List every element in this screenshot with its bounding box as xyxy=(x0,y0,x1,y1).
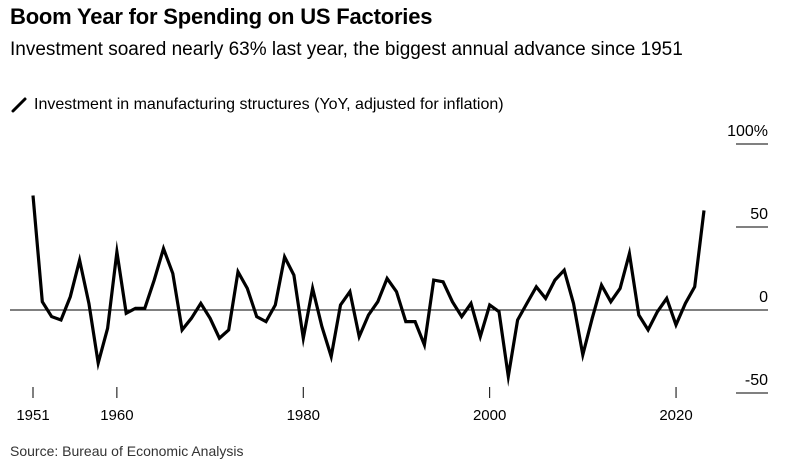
y-tick-label-2: 0 xyxy=(759,289,768,306)
chart-subtitle: Investment soared nearly 63% last year, … xyxy=(10,39,683,60)
x-tick-label-1: 1960 xyxy=(100,407,133,424)
source-note: Source: Bureau of Economic Analysis xyxy=(10,443,244,459)
x-tick-label-0: 1951 xyxy=(16,407,49,424)
y-tick-label-3: -50 xyxy=(745,372,768,389)
series-line-0 xyxy=(31,195,706,387)
x-tick-label-2: 1980 xyxy=(287,407,320,424)
y-tick-label-1: 50 xyxy=(750,206,768,223)
x-tick-label-4: 2020 xyxy=(659,407,692,424)
x-tick-label-3: 2000 xyxy=(473,407,506,424)
legend: Investment in manufacturing structures (… xyxy=(10,96,504,114)
y-tick-label-0: 100% xyxy=(727,123,768,140)
diagonal-line-icon xyxy=(11,97,27,113)
legend-label: Investment in manufacturing structures (… xyxy=(34,96,504,113)
chart-title: Boom Year for Spending on US Factories xyxy=(10,4,433,29)
